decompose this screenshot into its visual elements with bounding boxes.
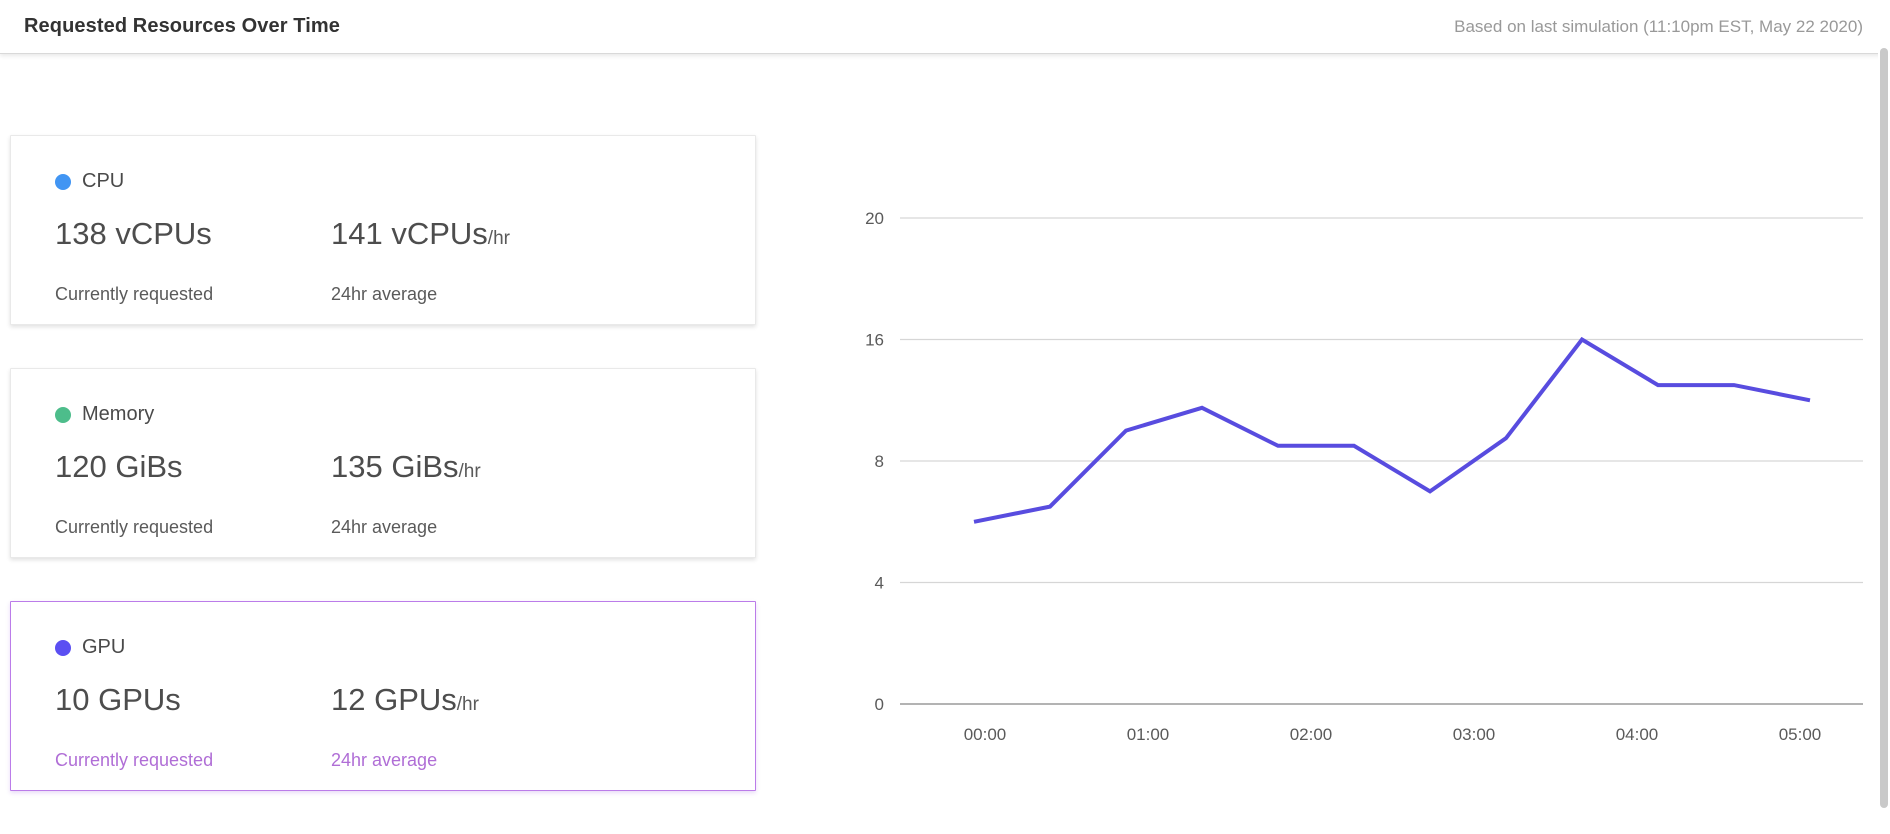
cpu-dot-icon <box>55 173 71 190</box>
y-tick-label: 4 <box>875 574 884 593</box>
current-caption: Currently requested <box>55 517 214 537</box>
current-caption: Currently requested <box>55 750 214 770</box>
average-stat: 12 GPUs/hr 24hr average <box>331 683 479 771</box>
current-requested-stat: 120 GiBs Currently requested <box>55 450 331 538</box>
scrollbar <box>1878 0 1890 816</box>
x-tick-label: 00:00 <box>964 725 1007 744</box>
average-value: 141 vCPUs <box>331 216 488 251</box>
cpu-card[interactable]: CPU 138 vCPUs Currently requested 141 vC… <box>10 135 756 325</box>
average-value: 12 GPUs <box>331 682 457 717</box>
x-tick-label: 05:00 <box>1779 725 1822 744</box>
gpu-dot-icon <box>55 639 71 656</box>
x-tick-label: 03:00 <box>1453 725 1496 744</box>
resource-cards: CPU 138 vCPUs Currently requested 141 vC… <box>10 135 756 834</box>
x-tick-label: 04:00 <box>1616 725 1659 744</box>
current-value: 120 GiBs <box>55 449 183 484</box>
y-tick-label: 20 <box>865 209 884 228</box>
y-tick-label: 0 <box>875 695 884 714</box>
average-stat: 135 GiBs/hr 24hr average <box>331 450 481 538</box>
page-title: Requested Resources Over Time <box>24 15 340 37</box>
resource-usage-line <box>973 336 1811 524</box>
average-suffix: /hr <box>487 228 510 249</box>
average-suffix: /hr <box>456 694 479 715</box>
current-requested-stat: 10 GPUs Currently requested <box>55 683 331 771</box>
simulation-timestamp: Based on last simulation (11:10pm EST, M… <box>1454 16 1863 36</box>
scrollbar-thumb[interactable] <box>1880 48 1888 808</box>
requested-resources-chart[interactable]: 20 16 8 4 0 00:00 01:00 02:00 03:00 04:00 05:00 <box>0 0 1890 816</box>
average-caption: 24hr average <box>331 750 438 770</box>
memory-card[interactable]: Memory 120 GiBs Currently requested 135 … <box>10 368 756 558</box>
current-requested-stat: 138 vCPUs Currently requested <box>55 217 331 305</box>
average-caption: 24hr average <box>331 284 438 304</box>
y-tick-label: 8 <box>875 452 884 471</box>
average-value: 135 GiBs <box>331 449 459 484</box>
current-caption: Currently requested <box>55 284 214 304</box>
current-value: 138 vCPUs <box>55 216 212 251</box>
panel-header: Requested Resources Over Time Based on l… <box>0 0 1890 54</box>
card-label: CPU <box>82 170 125 192</box>
x-tick-label: 01:00 <box>1127 725 1170 744</box>
current-value: 10 GPUs <box>55 682 181 717</box>
average-caption: 24hr average <box>331 517 438 537</box>
card-label: Memory <box>82 403 155 425</box>
y-tick-label: 16 <box>865 331 884 350</box>
memory-dot-icon <box>55 406 71 423</box>
gpu-card[interactable]: GPU 10 GPUs Currently requested 12 GPUs/… <box>10 601 756 791</box>
card-label: GPU <box>82 636 126 658</box>
chart-canvas[interactable]: 20 16 8 4 0 00:00 01:00 02:00 03:00 04:00 05:00 <box>0 0 1890 816</box>
x-tick-label: 02:00 <box>1290 725 1333 744</box>
average-suffix: /hr <box>458 461 481 482</box>
average-stat: 141 vCPUs/hr 24hr average <box>331 217 510 305</box>
